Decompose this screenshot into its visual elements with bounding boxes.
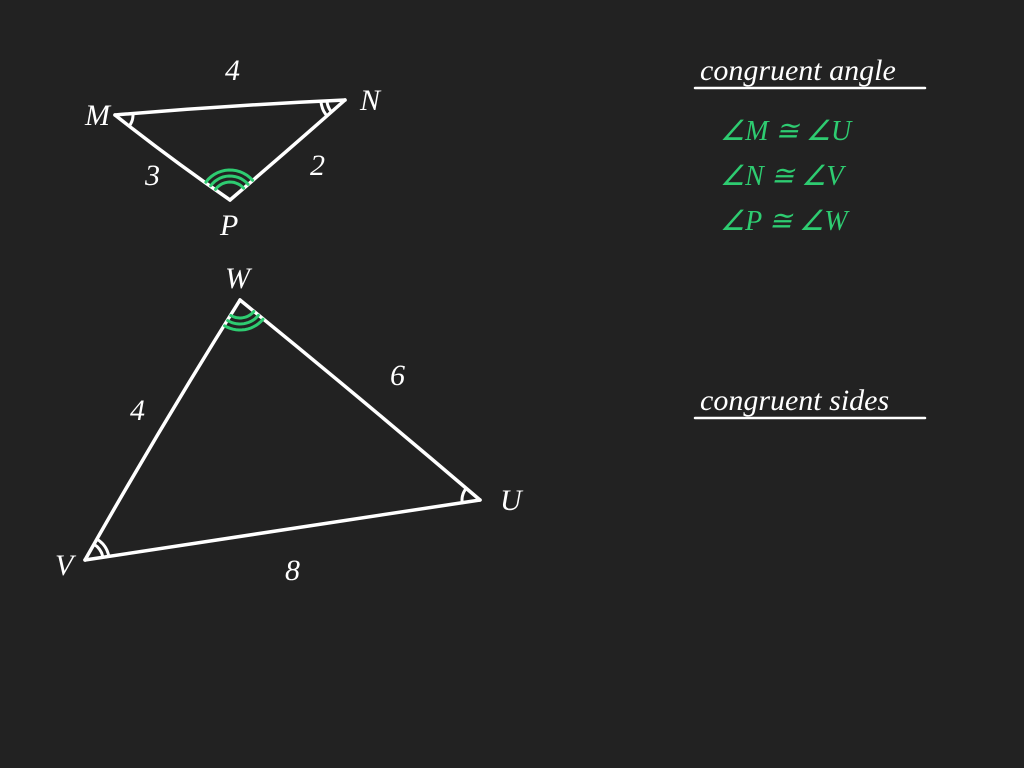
congruence-0: ∠M ≅ ∠U bbox=[720, 116, 853, 147]
tri2-vertex-W: W bbox=[225, 262, 253, 295]
tri1-vertex-P: P bbox=[219, 209, 238, 242]
whiteboard: MNP423WUV684congruent anglecongruent sid… bbox=[0, 0, 1024, 768]
tri1-sidelabel-MN: 4 bbox=[225, 54, 240, 87]
tri1-sidelabel-MP: 3 bbox=[144, 159, 160, 192]
heading-congruent-angles: congruent angle bbox=[700, 54, 896, 87]
congruence-1: ∠N ≅ ∠V bbox=[720, 161, 846, 192]
tri1-vertex-N: N bbox=[359, 84, 382, 117]
tri1-vertex-M: M bbox=[84, 99, 112, 132]
congruence-2: ∠P ≅ ∠W bbox=[720, 206, 850, 237]
heading-congruent-sides: congruent sides bbox=[700, 384, 889, 417]
tri2-sidelabel-WU: 6 bbox=[390, 359, 405, 392]
tri1-sidelabel-NP: 2 bbox=[310, 149, 325, 182]
tri2-sidelabel-UV: 8 bbox=[285, 554, 300, 587]
tri2-vertex-U: U bbox=[500, 484, 524, 517]
tri2-sidelabel-VW: 4 bbox=[130, 394, 145, 427]
